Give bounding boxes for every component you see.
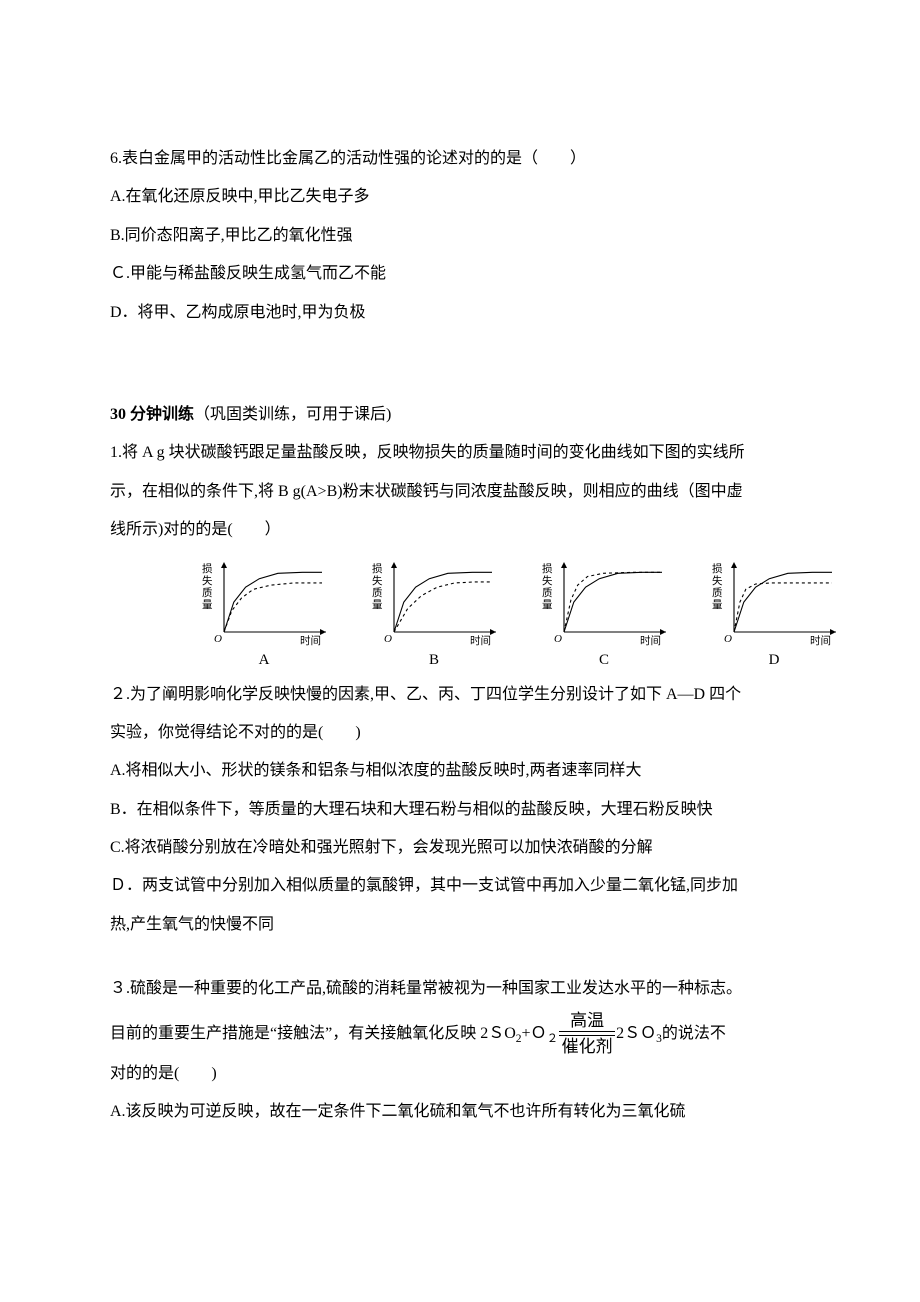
svg-text:量: 量 bbox=[372, 599, 383, 611]
svg-text:损: 损 bbox=[542, 562, 553, 575]
q30-3-sub2: ２ bbox=[547, 1025, 559, 1055]
q30-3-option-a: A.该反映为可逆反映，故在一定条件下二氧化硫和氧气不也许所有转化为三氧化硫 bbox=[110, 1093, 810, 1131]
chart-panel-a: O 损失质量时间 A bbox=[200, 560, 328, 672]
svg-text:失: 失 bbox=[712, 574, 723, 587]
svg-text:量: 量 bbox=[202, 599, 213, 611]
svg-text:质: 质 bbox=[372, 587, 383, 599]
q30-1-line2: 示，在相似的条件下,将 B g(A>B)粉末状碳酸钙与同浓度盐酸反映，则相应的曲… bbox=[110, 473, 810, 511]
chart-b-label: B bbox=[429, 648, 439, 672]
q6-option-c: Ｃ.甲能与稀盐酸反映生成氢气而乙不能 bbox=[110, 255, 810, 293]
chart-panel-d: O 损失质量时间 D bbox=[710, 560, 838, 672]
svg-text:时间: 时间 bbox=[810, 634, 831, 646]
svg-text:量: 量 bbox=[712, 599, 723, 611]
reaction-condition-stack: 高温 催化剂 bbox=[558, 1011, 616, 1057]
svg-text:量: 量 bbox=[542, 599, 553, 611]
svg-text:损: 损 bbox=[202, 562, 213, 575]
q30-3-line3: 对的的是( ) bbox=[110, 1055, 810, 1093]
q30-3-line2-c: 的说法不 bbox=[662, 1013, 726, 1055]
svg-text:时间: 时间 bbox=[640, 634, 661, 646]
q30-2-line1: ２.为了阐明影响化学反映快慢的因素,甲、乙、丙、丁四位学生分别设计了如下 A—D… bbox=[110, 676, 810, 714]
section-30min-bold: 30 分钟训练 bbox=[110, 406, 194, 423]
q30-3-line2-b: 2ＳＯ bbox=[616, 1013, 656, 1055]
q30-1-charts-row: O损失质量时间 A O损失质量时间 B O损失质量时间 C O损失质量时间 D bbox=[200, 560, 810, 672]
svg-text:时间: 时间 bbox=[470, 634, 491, 646]
svg-text:损: 损 bbox=[372, 562, 383, 575]
chart-c-svg: O 损失质量时间 bbox=[540, 560, 668, 646]
chart-a-svg: O 损失质量时间 bbox=[200, 560, 328, 646]
chart-d-svg: O 损失质量时间 bbox=[710, 560, 838, 646]
q6-option-d: D．将甲、乙构成原电池时,甲为负极 bbox=[110, 294, 810, 332]
chart-c-label: C bbox=[599, 648, 609, 672]
svg-text:O: O bbox=[724, 633, 732, 645]
q6-option-b: B.同价态阳离子,甲比乙的氧化性强 bbox=[110, 217, 810, 255]
svg-text:O: O bbox=[384, 633, 392, 645]
section-30min-rest: （巩固类训练，可用于课后) bbox=[194, 406, 391, 423]
q30-3-line2-a: 目前的重要生产措施是“接触法”，有关接触氧化反映 2ＳO bbox=[110, 1013, 516, 1055]
chart-panel-c: O 损失质量时间 C bbox=[540, 560, 668, 672]
q30-2-line2: 实验，你觉得结论不对的的是( ) bbox=[110, 714, 810, 752]
q30-2-option-b: B．在相似条件下，等质量的大理石块和大理石粉与相似的盐酸反映，大理石粉反映快 bbox=[110, 791, 810, 829]
svg-text:质: 质 bbox=[202, 587, 213, 599]
reversible-arrow-icon bbox=[559, 1030, 615, 1037]
svg-text:时间: 时间 bbox=[300, 634, 321, 646]
q6-option-a: A.在氧化还原反映中,甲比乙失电子多 bbox=[110, 178, 810, 216]
q30-2-option-c: C.将浓硝酸分别放在冷暗处和强光照射下，会发现光照可以加快浓硝酸的分解 bbox=[110, 829, 810, 867]
chart-panel-b: O 损失质量时间 B bbox=[370, 560, 498, 672]
chart-d-label: D bbox=[769, 648, 780, 672]
svg-text:损: 损 bbox=[712, 562, 723, 575]
svg-text:失: 失 bbox=[202, 574, 213, 587]
svg-text:失: 失 bbox=[372, 574, 383, 587]
reaction-top-text: 高温 bbox=[570, 1011, 604, 1031]
svg-text:失: 失 bbox=[542, 574, 553, 587]
q30-1-line3: 线所示)对的的是( ） bbox=[110, 511, 810, 549]
q30-3-line2: 目前的重要生产措施是“接触法”，有关接触氧化反映 2ＳO2+Ｏ２ 高温 催化剂 … bbox=[110, 1009, 810, 1055]
svg-text:质: 质 bbox=[542, 587, 553, 599]
chart-a-label: A bbox=[259, 648, 270, 672]
q30-3-line1: ３.硫酸是一种重要的化工产品,硫酸的消耗量常被视为一种国家工业发达水平的一种标志… bbox=[110, 970, 810, 1008]
q30-3-plus: +Ｏ bbox=[522, 1013, 547, 1055]
svg-text:O: O bbox=[554, 633, 562, 645]
chart-b-svg: O 损失质量时间 bbox=[370, 560, 498, 646]
reaction-bottom-text: 催化剂 bbox=[562, 1037, 613, 1057]
svg-text:O: O bbox=[214, 633, 222, 645]
q30-2-option-a: A.将相似大小、形状的镁条和铝条与相似浓度的盐酸反映时,两者速率同样大 bbox=[110, 752, 810, 790]
q30-1-line1: 1.将 A g 块状碳酸钙跟足量盐酸反映，反映物损失的质量随时间的变化曲线如下图… bbox=[110, 434, 810, 472]
section-30min-heading: 30 分钟训练（巩固类训练，可用于课后) bbox=[110, 396, 810, 434]
q30-2-option-d-line2: 热,产生氧气的快慢不同 bbox=[110, 906, 810, 944]
q6-stem: 6.表白金属甲的活动性比金属乙的活动性强的论述对的的是（ ） bbox=[110, 140, 810, 178]
svg-text:质: 质 bbox=[712, 587, 723, 599]
q30-2-option-d-line1: Ｄ．两支试管中分别加入相似质量的氯酸钾，其中一支试管中再加入少量二氧化锰,同步加 bbox=[110, 867, 810, 905]
